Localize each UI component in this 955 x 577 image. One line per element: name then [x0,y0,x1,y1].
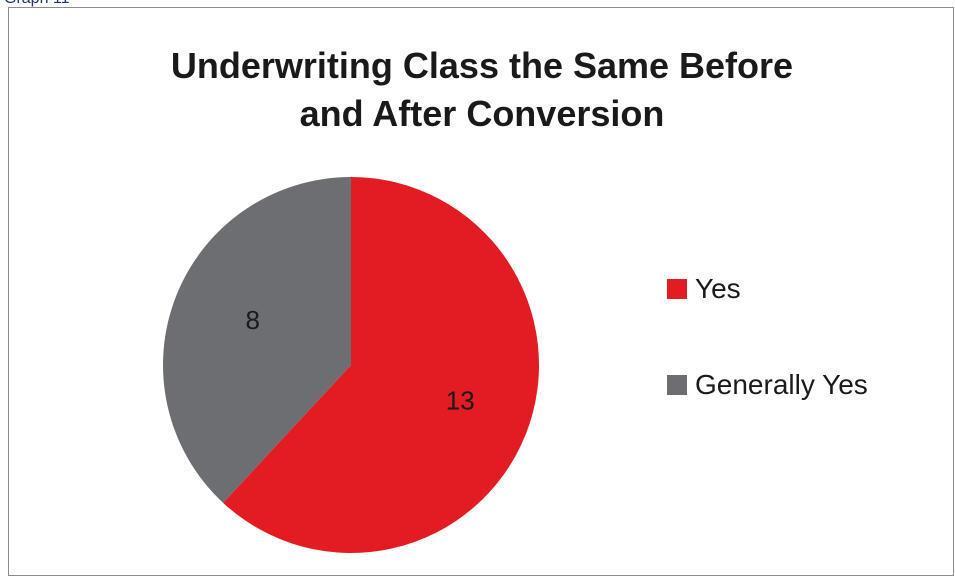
chart-title-line-2: and After Conversion [299,93,665,134]
legend-label-generally-yes: Generally Yes [695,369,868,400]
data-label-yes: 13 [446,386,475,416]
legend-swatch-generally-yes [667,375,687,395]
legend-label-yes: Yes [695,273,741,304]
legend-swatch-yes [667,279,687,299]
chart-title: Underwriting Class the Same Before and A… [9,42,955,138]
pie-slice-generally-yes [162,177,351,503]
pie-slice-yes [223,177,540,553]
legend-item-yes: Yes [667,270,937,308]
chart-frame: Underwriting Class the Same Before and A… [8,7,954,576]
pie-chart: 13 8 [162,177,540,553]
data-label-generally-yes: 8 [246,305,260,335]
legend-item-generally-yes: Generally Yes [667,366,937,404]
chart-title-line-1: Underwriting Class the Same Before [170,45,794,86]
chart-legend: Yes Generally Yes [667,270,937,462]
figure-caption: Graph 11 [4,0,70,8]
